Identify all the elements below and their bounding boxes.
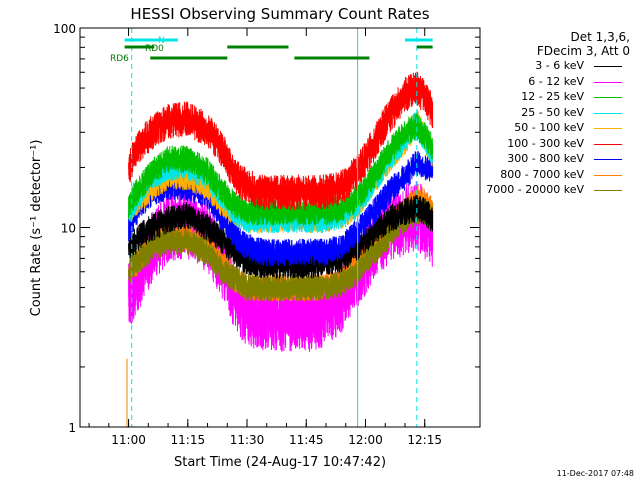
legend-entry: 3 - 6 keV bbox=[480, 58, 630, 74]
x-tick-label: 11:15 bbox=[171, 433, 206, 447]
legend-label: 6 - 12 keV bbox=[528, 74, 584, 88]
x-tick-label: 12:15 bbox=[407, 433, 442, 447]
x-tick-label: 12:00 bbox=[348, 433, 383, 447]
legend-entry: 7000 - 20000 keV bbox=[480, 182, 630, 198]
axis-ticks: 11:00 11:15 11:30 11:45 12:00 12:15 1 10 100 bbox=[53, 22, 480, 447]
flag-label: RD6 bbox=[110, 54, 129, 64]
series-line bbox=[128, 198, 434, 302]
flag-label: N bbox=[158, 36, 165, 46]
series-12-25-kev bbox=[128, 112, 434, 226]
legend-header-1: Det 1,3,6, bbox=[570, 30, 631, 44]
legend-swatch bbox=[594, 112, 622, 114]
legend-swatch bbox=[594, 159, 622, 160]
legend-swatch bbox=[594, 174, 622, 176]
series-line bbox=[128, 112, 434, 226]
legend-label: 3 - 6 keV bbox=[535, 59, 584, 72]
legend-swatch bbox=[594, 66, 622, 67]
series-line bbox=[128, 71, 434, 211]
legend-entry: 800 - 7000 keV bbox=[480, 167, 630, 183]
legend-entry: 25 - 50 keV bbox=[480, 105, 630, 121]
legend-label: 100 - 300 keV bbox=[507, 136, 584, 150]
chart-title: HESSI Observing Summary Count Rates bbox=[130, 5, 429, 23]
legend-label: 300 - 800 keV bbox=[507, 152, 584, 165]
series-7000-20000-kev bbox=[128, 198, 434, 302]
legend-header-2: FDecim 3, Att 0 bbox=[536, 44, 630, 58]
legend-swatch bbox=[594, 81, 622, 83]
x-tick-label: 11:00 bbox=[111, 433, 146, 447]
legend-entry: 100 - 300 keV bbox=[480, 136, 630, 152]
flag-label: RD0 bbox=[145, 44, 164, 54]
legend-swatch bbox=[594, 128, 622, 129]
x-tick-label: 11:30 bbox=[230, 433, 265, 447]
flag-bar-rd6: RD6 bbox=[110, 54, 370, 64]
legend-label: 25 - 50 keV bbox=[521, 105, 584, 119]
x-axis-label: Start Time (24-Aug-17 10:47:42) bbox=[174, 455, 386, 470]
flag-bar-n: N bbox=[124, 36, 433, 46]
legend-label: 12 - 25 keV bbox=[521, 90, 584, 103]
legend-entry: 300 - 800 keV bbox=[480, 151, 630, 167]
y-axis-label: Count Rate (s⁻¹ detector⁻¹) bbox=[29, 140, 44, 317]
x-tick-label: 11:45 bbox=[289, 433, 324, 447]
legend-label: 7000 - 20000 keV bbox=[486, 183, 584, 196]
legend-swatch bbox=[594, 97, 622, 98]
legend-swatch bbox=[594, 190, 622, 191]
timestamp: 11-Dec-2017 07:48 bbox=[556, 469, 634, 478]
flag-bar-rd0: RD0 bbox=[124, 44, 433, 54]
legend-swatch bbox=[594, 143, 622, 145]
legend-entry: 6 - 12 keV bbox=[480, 74, 630, 90]
legend-entry: 12 - 25 keV bbox=[480, 89, 630, 105]
legend-entry: 50 - 100 keV bbox=[480, 120, 630, 136]
y-tick-label: 100 bbox=[53, 22, 76, 36]
legend-label: 50 - 100 keV bbox=[514, 121, 584, 134]
series-100-300-kev bbox=[128, 71, 434, 211]
y-tick-label: 1 bbox=[68, 421, 76, 435]
y-tick-label: 10 bbox=[61, 222, 76, 236]
legend-label: 800 - 7000 keV bbox=[500, 167, 584, 181]
